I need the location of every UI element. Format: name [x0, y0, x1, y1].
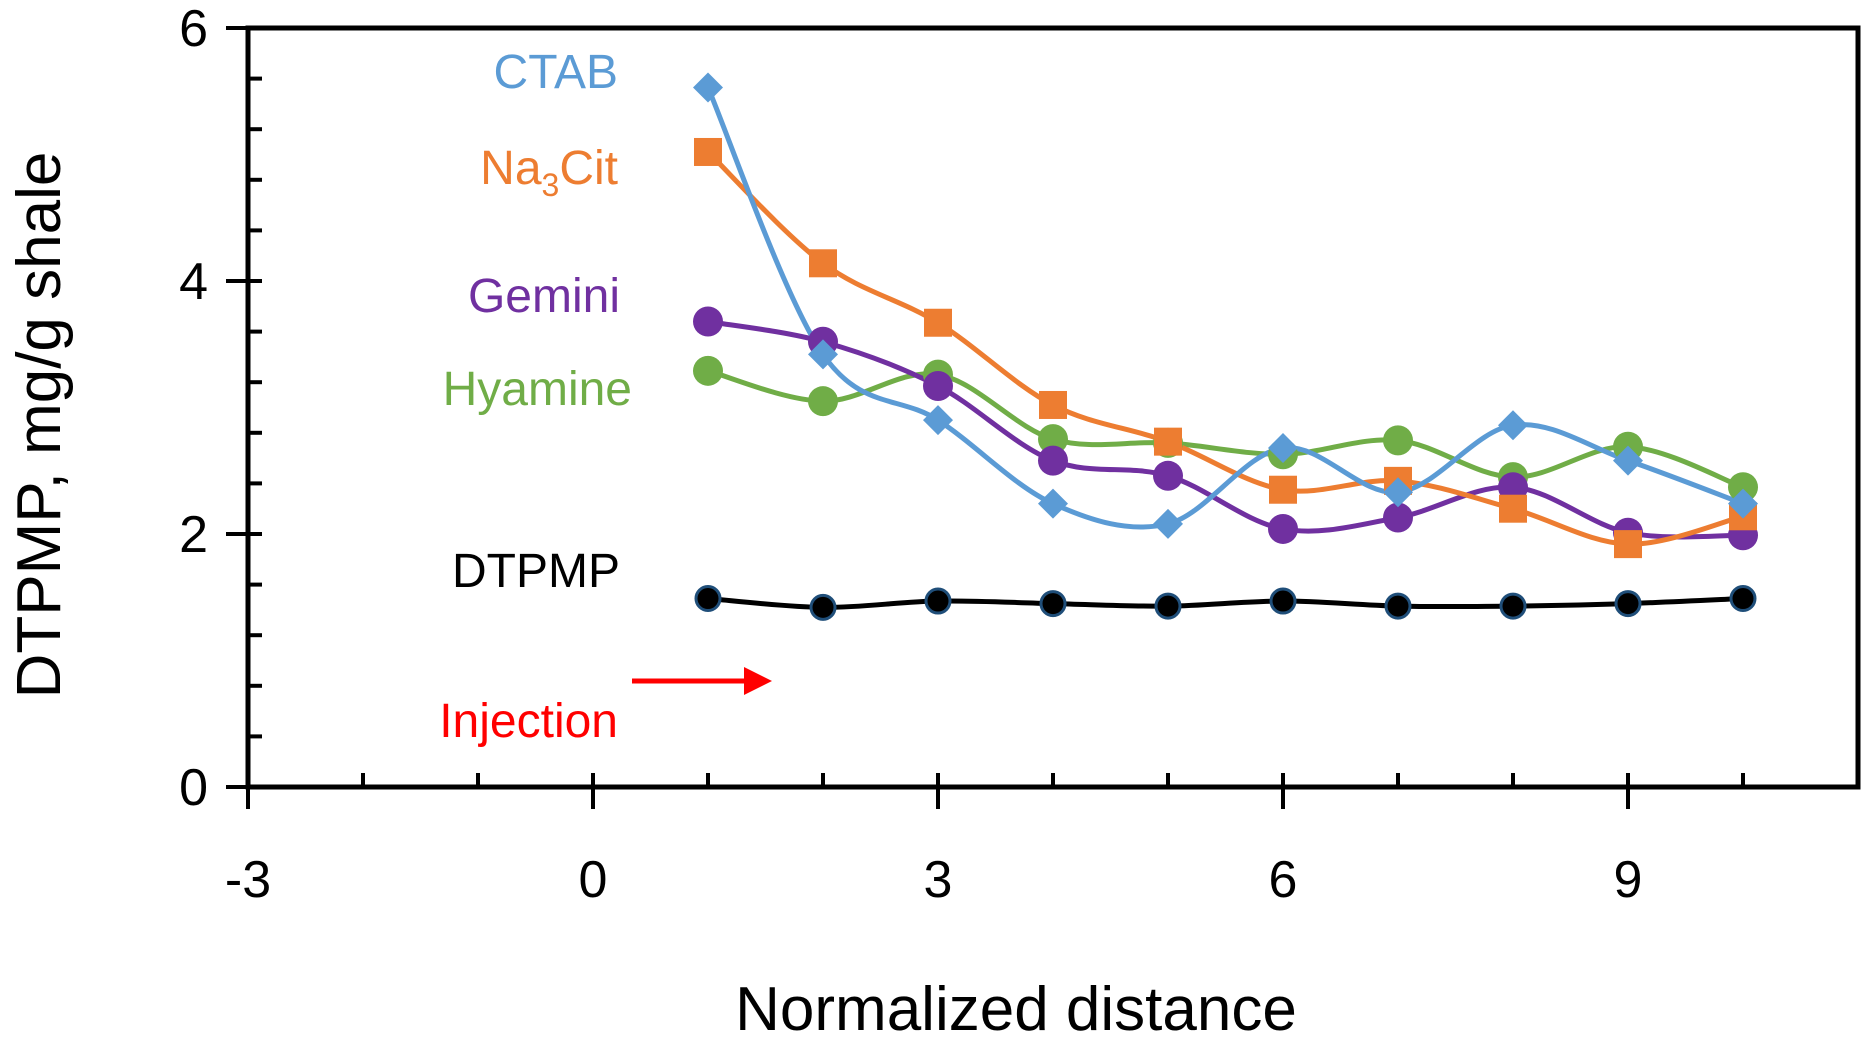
data-point-gemini [1038, 445, 1068, 476]
data-point-ctab [1498, 410, 1528, 441]
y-tick-label: 0 [179, 759, 208, 817]
series-line-ctab [705, 86, 1744, 530]
x-tick-label: 3 [924, 851, 953, 909]
data-point-hyamine [1038, 424, 1068, 455]
y-tick-label: 4 [179, 253, 208, 311]
grid-and-axes: -3 0 3 6 9 0 2 4 6 [179, 0, 1861, 909]
y-tick-label: 2 [179, 506, 208, 564]
data-point-gemini [1268, 513, 1298, 544]
data-point-ctab [1728, 488, 1758, 519]
data-point-dtpmp [809, 593, 837, 621]
data-point-dtpmp [1384, 592, 1412, 620]
data-point-ctab [1613, 445, 1643, 476]
series-lines [705, 86, 1744, 610]
x-tick-label: 0 [579, 851, 608, 909]
data-point-gemini [1498, 472, 1528, 503]
data-point-gemini [693, 306, 723, 337]
series-markers [693, 72, 1758, 621]
series-label-hyamine: Hyamine [443, 363, 632, 416]
injection-label: Injection [439, 695, 618, 748]
data-point-gemini [1153, 460, 1183, 491]
data-point-gemini [1383, 502, 1413, 533]
y-tick-label: 6 [179, 0, 208, 58]
data-point-ctab [1268, 432, 1298, 463]
series-label-dtpmp: DTPMP [452, 545, 620, 598]
data-point-ctab [808, 339, 838, 370]
series-line-dtpmp [707, 596, 1744, 610]
data-point-ctab [1383, 477, 1413, 508]
series-label-na3cit: Na3Cit [480, 142, 618, 203]
series-line-na3cit [706, 150, 1744, 547]
data-point-na3cit [1614, 530, 1642, 559]
data-point-ctab [1153, 508, 1183, 539]
x-tick-label: -3 [225, 851, 271, 909]
data-point-na3cit [809, 249, 837, 278]
data-point-dtpmp [1499, 592, 1527, 620]
x-axis-title: Normalized distance [735, 975, 1297, 1044]
injection-arrow [632, 667, 772, 695]
x-tick-label: 9 [1614, 851, 1643, 909]
data-point-dtpmp [1614, 590, 1642, 618]
data-point-hyamine [1383, 425, 1413, 456]
data-point-dtpmp [1039, 590, 1067, 618]
series-label-ctab: CTAB [494, 46, 618, 99]
data-point-hyamine [693, 355, 723, 386]
data-point-gemini [923, 370, 953, 401]
data-point-na3cit [924, 308, 952, 337]
series-label-gemini: Gemini [468, 270, 620, 323]
data-point-hyamine [1728, 472, 1758, 503]
data-point-na3cit [1269, 475, 1297, 504]
data-point-na3cit [1039, 390, 1067, 419]
data-point-hyamine [808, 386, 838, 417]
data-point-dtpmp [1729, 585, 1757, 613]
data-point-dtpmp [694, 585, 722, 613]
data-point-na3cit [1154, 427, 1182, 456]
y-axis-title: DTPMP, mg/g shale [5, 152, 74, 699]
series-line-hyamine [707, 368, 1744, 490]
data-point-na3cit [1499, 494, 1527, 523]
labels: CTAB Na3Cit Gemini Hyamine DTPMP Injection [439, 46, 772, 748]
data-point-dtpmp [924, 587, 952, 615]
data-point-ctab [923, 405, 953, 436]
data-point-dtpmp [1154, 592, 1182, 620]
data-point-dtpmp [1269, 587, 1297, 615]
data-point-ctab [1038, 488, 1068, 519]
data-point-na3cit [694, 137, 722, 166]
x-tick-label: 6 [1269, 851, 1298, 909]
data-point-ctab [693, 72, 723, 103]
series-line-gemini [707, 319, 1744, 540]
